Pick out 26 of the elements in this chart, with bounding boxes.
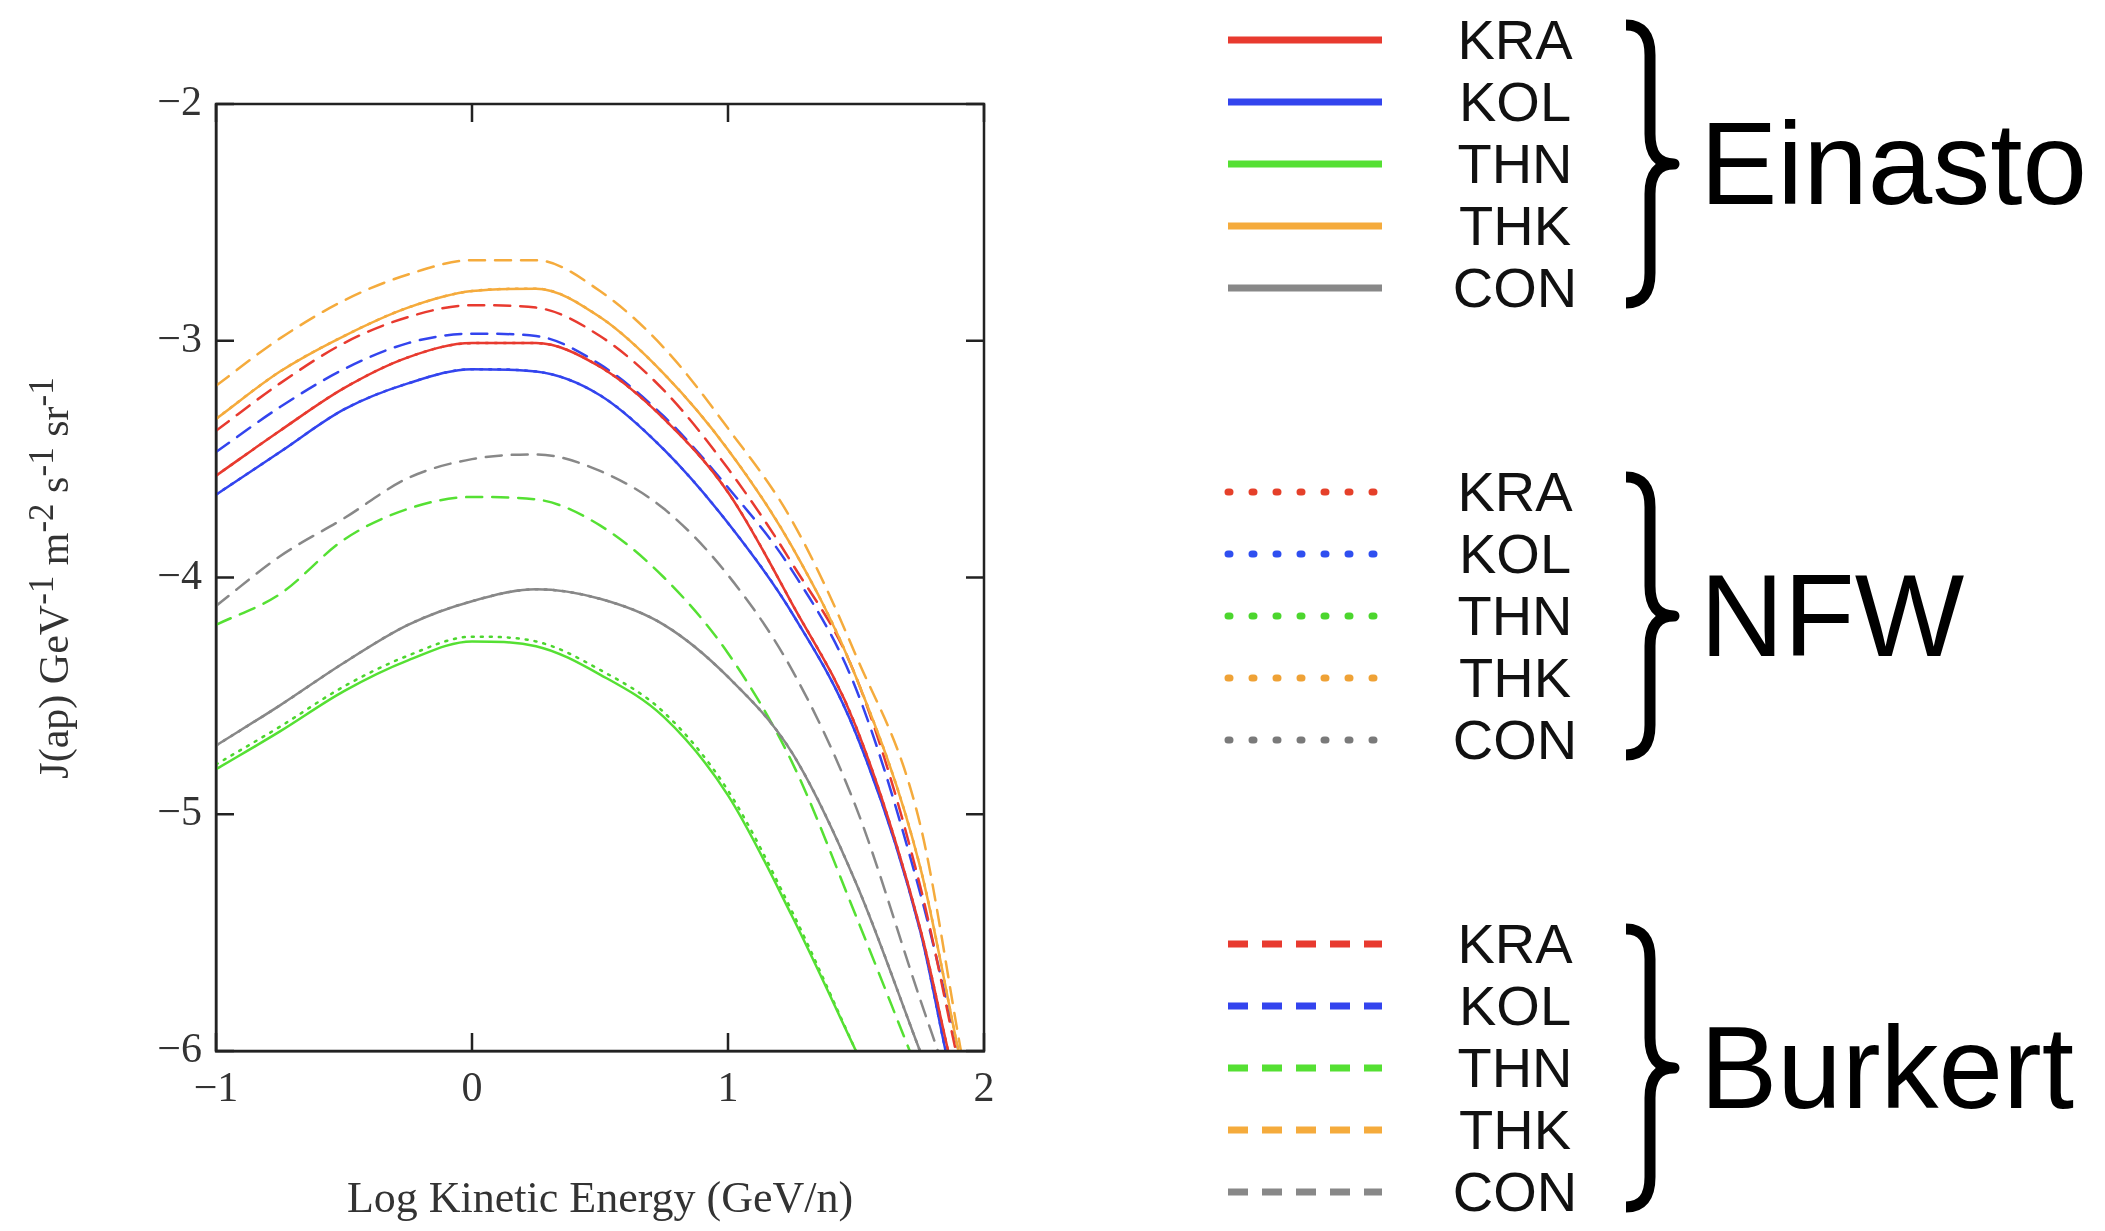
text: NFW xyxy=(1700,550,1966,683)
legend-label: THK xyxy=(1458,194,1572,257)
legend-label: KOL xyxy=(1457,522,1573,585)
y-tick-label: −3 xyxy=(157,314,202,361)
legend-label: THK xyxy=(1458,1098,1572,1161)
y-tick-label: −4 xyxy=(157,551,202,598)
y-tick-label: −2 xyxy=(157,78,202,125)
legend-label: THN xyxy=(1456,1036,1574,1099)
x-tick-label: 1 xyxy=(717,1064,739,1111)
x-axis-title: Log Kinetic Energy (GeV/n) xyxy=(346,1173,854,1223)
legend-label: CON xyxy=(1451,1160,1579,1223)
legend-label: CON xyxy=(1451,708,1579,771)
legend-label: KRA xyxy=(1456,912,1574,975)
y-tick-label: −5 xyxy=(157,788,202,835)
legend-label: KOL xyxy=(1457,974,1573,1037)
legend-label: THN xyxy=(1456,132,1574,195)
legend-label: THK xyxy=(1458,646,1572,709)
text: Burkert xyxy=(1700,1002,2075,1135)
legend-label: THN xyxy=(1456,584,1574,647)
legend-label: KOL xyxy=(1457,70,1573,133)
x-tick-label: 0 xyxy=(461,1064,483,1111)
legend-label: KRA xyxy=(1456,460,1574,523)
x-tick-label: 2 xyxy=(973,1064,995,1111)
text: Einasto xyxy=(1700,98,2088,231)
legend-label: KRA xyxy=(1456,8,1574,71)
legend-label: CON xyxy=(1451,256,1579,319)
